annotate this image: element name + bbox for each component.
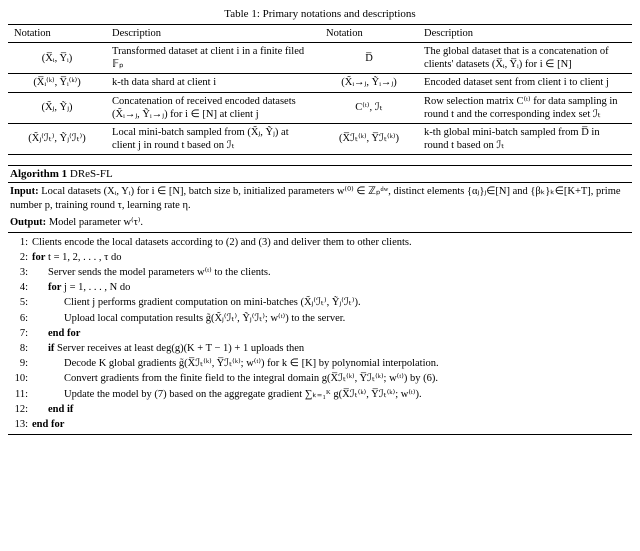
cell-desc: The global dataset that is a concatenati…: [418, 43, 632, 74]
algorithm-step: Update the model by (7) based on the agg…: [10, 387, 630, 402]
algorithm-output: Output: Model parameter w⁽τ⁾.: [8, 214, 632, 231]
cell-notation: (X̃ᵢ→ⱼ, Ỹᵢ→ⱼ): [320, 74, 418, 92]
cell-notation: D̅: [320, 43, 418, 74]
table-header-row: Notation Description Notation Descriptio…: [8, 25, 632, 43]
table-row: (X̃ⱼ⁽ℐₜ⁾, Ỹⱼ⁽ℐₜ⁾) Local mini-batch sampl…: [8, 123, 632, 154]
cell-notation: (X̃ⱼ, Ỹⱼ): [8, 92, 106, 123]
algorithm-step: for t = 1, 2, . . . , τ do: [10, 250, 630, 265]
output-label: Output:: [10, 217, 46, 228]
algorithm-step: Convert gradients from the finite field …: [10, 371, 630, 386]
cell-desc: Encoded dataset sent from client i to cl…: [418, 74, 632, 92]
algorithm-step: end if: [10, 402, 630, 417]
cell-notation: (X̃ⱼ⁽ℐₜ⁾, Ỹⱼ⁽ℐₜ⁾): [8, 123, 106, 154]
output-text: Model parameter w⁽τ⁾.: [49, 217, 143, 228]
table-row: (X̅ᵢ⁽ᵏ⁾, Y̅ᵢ⁽ᵏ⁾) k-th data shard at clie…: [8, 74, 632, 92]
algorithm-step: for j = 1, . . . , N do: [10, 280, 630, 295]
algorithm-step: Clients encode the local datasets accord…: [10, 235, 630, 250]
cell-desc: k-th data shard at client i: [106, 74, 320, 92]
cell-notation: C⁽ᵗ⁾, ℐₜ: [320, 92, 418, 123]
cell-desc: Local mini-batch sampled from (X̃ⱼ, Ỹⱼ) …: [106, 123, 320, 154]
algorithm-title: Algorithm 1 DReS-FL: [8, 166, 632, 183]
cell-desc: Transformed dataset at client i in a fin…: [106, 43, 320, 74]
cell-notation: (X̅ᵢ⁽ᵏ⁾, Y̅ᵢ⁽ᵏ⁾): [8, 74, 106, 92]
algorithm-step: end for: [10, 417, 630, 432]
table-row: (X̅ᵢ, Y̅ᵢ) Transformed dataset at client…: [8, 43, 632, 74]
input-label: Input:: [10, 186, 39, 197]
algorithm-name: DReS-FL: [70, 168, 113, 180]
algorithm-block: Algorithm 1 DReS-FL Input: Local dataset…: [8, 165, 632, 435]
cell-notation: (X̅ℐₜ⁽ᵏ⁾, Y̅ℐₜ⁽ᵏ⁾): [320, 123, 418, 154]
notation-table: Notation Description Notation Descriptio…: [8, 24, 632, 155]
table-row: (X̃ⱼ, Ỹⱼ) Concatenation of received enco…: [8, 92, 632, 123]
cell-notation: (X̅ᵢ, Y̅ᵢ): [8, 43, 106, 74]
input-text: Local datasets (Xᵢ, Yᵢ) for i ∈ [N], bat…: [10, 186, 621, 211]
cell-desc: Row selection matrix C⁽ᵗ⁾ for data sampl…: [418, 92, 632, 123]
algorithm-step: Upload local computation results g̃(X̃ⱼ⁽…: [10, 311, 630, 326]
th-description-1: Description: [106, 25, 320, 43]
algorithm-step: Client j performs gradient computation o…: [10, 295, 630, 310]
algorithm-input: Input: Local datasets (Xᵢ, Yᵢ) for i ∈ […: [8, 183, 632, 214]
cell-desc: k-th global mini-batch sampled from D̅ i…: [418, 123, 632, 154]
th-notation-2: Notation: [320, 25, 418, 43]
table-caption: Table 1: Primary notations and descripti…: [8, 8, 632, 20]
algorithm-step: Decode K global gradients g̃(X̅ℐₜ⁽ᵏ⁾, Y̅…: [10, 356, 630, 371]
algorithm-step: Server sends the model parameters w⁽ᵗ⁾ t…: [10, 265, 630, 280]
algorithm-label: Algorithm 1: [10, 168, 67, 180]
th-description-2: Description: [418, 25, 632, 43]
algorithm-step: if Server receives at least deg(g)(K + T…: [10, 341, 630, 356]
cell-desc: Concatenation of received encoded datase…: [106, 92, 320, 123]
th-notation-1: Notation: [8, 25, 106, 43]
algorithm-step: end for: [10, 326, 630, 341]
algorithm-steps: Clients encode the local datasets accord…: [8, 232, 632, 435]
